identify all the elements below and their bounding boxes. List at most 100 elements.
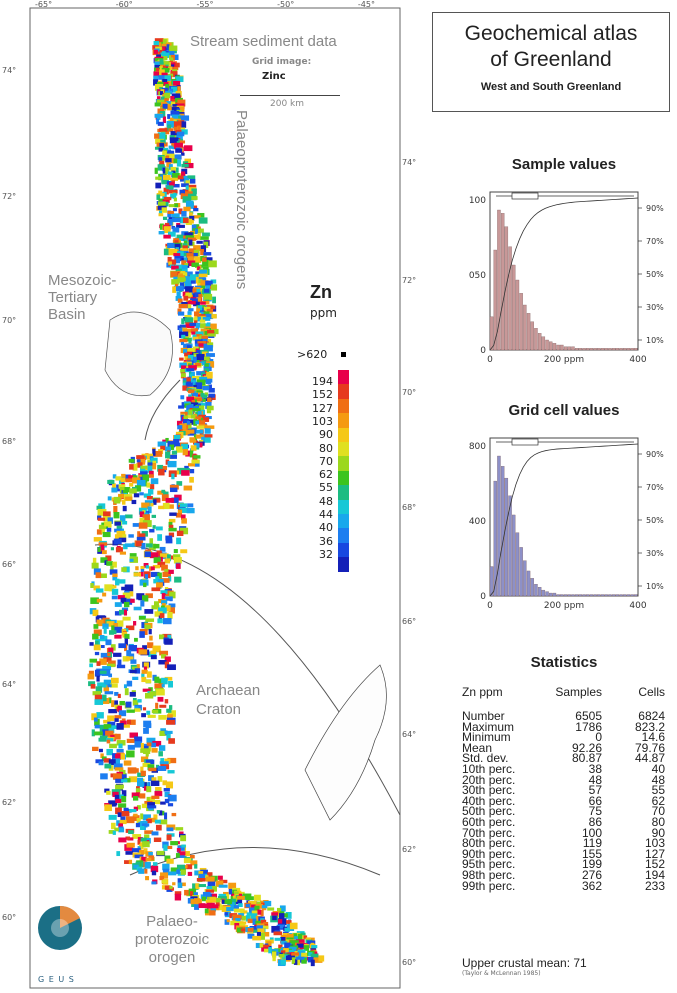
sediment-cell [164,90,172,95]
sediment-cell [169,705,173,710]
sediment-cell [91,729,95,737]
sediment-cell [168,204,175,208]
sediment-cell [223,891,229,896]
sediment-cell [196,404,201,408]
sediment-cell [138,595,146,601]
sediment-cell [252,935,262,941]
sediment-cell [124,688,129,696]
sediment-cell [204,434,213,438]
sediment-cell [140,565,145,570]
sediment-cell [123,609,128,616]
sediment-cell [186,253,194,259]
sediment-cell [141,673,145,678]
sediment-cell [111,487,118,493]
sediment-cell [102,623,109,629]
sediment-cell [108,697,112,704]
sediment-cell [168,231,176,237]
sediment-cell [182,449,188,456]
sediment-cell [114,794,121,801]
sediment-cell [281,954,289,959]
sediment-cell [167,757,177,764]
histogram-bar [571,346,575,351]
table-cell: Number [462,709,505,723]
sediment-cell [195,322,201,328]
sediment-cell [145,857,152,862]
sediment-cell [168,248,178,256]
table-cell: 194 [644,867,665,882]
sediment-cell [193,455,201,459]
sediment-cell [127,837,134,841]
sediment-cell [206,371,213,379]
sediment-cell [211,284,218,291]
sediment-cell [140,766,144,773]
sediment-cell [185,382,193,390]
sediment-cell [193,346,199,351]
sediment-cell [202,891,211,897]
sediment-cell [177,125,181,130]
sediment-cell [189,429,195,434]
legend-swatch [338,499,349,515]
sediment-cell [173,439,180,446]
sediment-cell [169,444,175,450]
sediment-cell [182,196,192,203]
sediment-cell [114,733,121,740]
sediment-cell [146,482,151,488]
y-tick-label: 0 [480,346,486,356]
sediment-cell [282,932,291,937]
sediment-cell [162,868,170,875]
sediment-cell [167,103,171,111]
sediment-cell [166,834,172,841]
sediment-cell [171,143,175,147]
sediment-cell [170,487,178,493]
sediment-cell [94,651,100,656]
pct-tick-label: 90% [646,450,664,459]
sediment-cell [206,410,212,414]
sediment-cell [108,585,115,592]
histogram-bar [574,348,579,351]
atlas-title-line1: Geochemical atlas [464,22,638,45]
sediment-cell [182,245,188,251]
sediment-cell [164,699,169,704]
sediment-cell [191,371,195,377]
sediment-cell [163,248,170,256]
sediment-cell [170,193,176,199]
sediment-cell [149,796,155,804]
sediment-cell [98,748,103,753]
sediment-cell [259,932,265,940]
sediment-cell [205,285,211,289]
sediment-cell [121,718,126,723]
sediment-cell [139,533,146,538]
sediment-cell [133,606,142,611]
sediment-cell [172,227,180,233]
sediment-cell [96,529,103,535]
sediment-cell [102,592,107,597]
sediment-cell [106,790,111,795]
sediment-cell [190,328,198,333]
sediment-cell [157,534,163,541]
legend-top-swatch [341,352,346,357]
histogram-bar [512,264,516,351]
sediment-cell [108,759,116,766]
sediment-cell [155,138,165,144]
legend-top-label: >620 [297,348,328,361]
sediment-cell [171,107,180,113]
legend-class-label: 70 [319,454,333,468]
sediment-cell [274,937,282,941]
sediment-cell [136,805,141,810]
sediment-cell [126,750,135,758]
lat-label: 74° [402,158,417,167]
sediment-cell [182,377,191,384]
histogram-bar [634,348,638,351]
sediment-cell [168,66,173,71]
sediment-cell [247,928,254,932]
x-tick-label: 200 ppm [544,355,584,365]
sediment-cell [181,518,187,524]
sediment-cell [218,884,228,888]
sediment-cell [171,62,180,68]
region-archaean-label: Archaean Craton [196,681,260,719]
lat-label: 70° [2,316,17,325]
sediment-cell [87,673,95,680]
sediment-cell [170,867,178,874]
sediment-cell [126,680,133,687]
sediment-cell [100,645,105,649]
